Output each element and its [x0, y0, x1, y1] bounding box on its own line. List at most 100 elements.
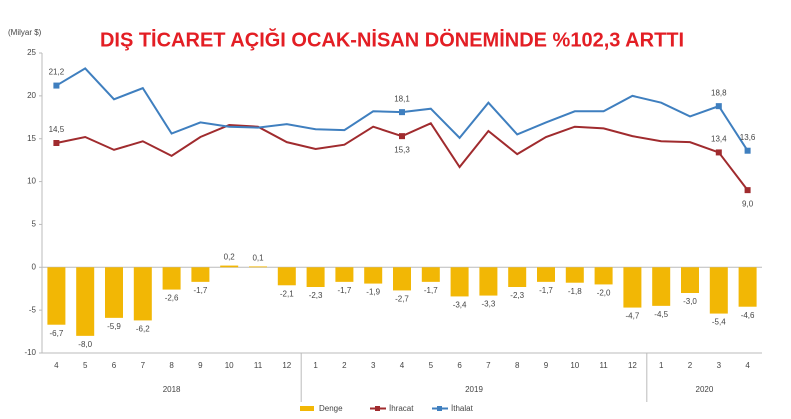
bar-label: -2,1 — [280, 289, 294, 298]
bar — [508, 267, 527, 287]
x-tick-label: 12 — [282, 361, 291, 370]
x-tick-label: 8 — [169, 361, 174, 370]
bar-label: -3,3 — [482, 300, 496, 309]
bar-label: -5,4 — [712, 318, 726, 327]
bar — [133, 267, 152, 321]
marker — [744, 147, 751, 154]
bar-label: -1,7 — [539, 286, 553, 295]
y-tick-label: 25 — [27, 48, 36, 57]
y-axis-label: (Milyar $) — [8, 28, 42, 37]
y-tick-label: -10 — [24, 348, 36, 357]
y-tick-label: -5 — [29, 305, 37, 314]
x-tick-label: 2 — [342, 361, 347, 370]
x-tick-label: 1 — [659, 361, 664, 370]
bar — [249, 266, 267, 268]
bar-label: -3,4 — [453, 301, 467, 310]
bar — [306, 267, 325, 287]
bar — [47, 267, 66, 325]
marker — [399, 109, 405, 116]
bar — [594, 267, 613, 285]
bar — [105, 267, 123, 318]
group-label: 2019 — [465, 385, 483, 394]
y-tick-label: 5 — [32, 220, 37, 229]
line-label: 13,4 — [711, 135, 727, 144]
x-tick-label: 6 — [457, 361, 462, 370]
group-label: 2020 — [696, 385, 714, 394]
bar-label: -1,9 — [366, 288, 380, 297]
marker — [744, 187, 751, 194]
x-tick-label: 10 — [225, 361, 234, 370]
legend-swatch — [375, 406, 380, 411]
bar — [191, 267, 210, 282]
y-tick-label: 20 — [27, 91, 36, 100]
marker — [53, 140, 60, 146]
x-tick-label: 5 — [83, 361, 88, 370]
x-tick-label: 9 — [544, 361, 549, 370]
legend-swatch — [300, 406, 314, 411]
x-tick-label: 4 — [54, 361, 59, 370]
x-tick-label: 3 — [371, 361, 376, 370]
bar-label: -2,3 — [510, 291, 524, 300]
legend-label: İhracat — [389, 404, 414, 413]
bar — [450, 267, 469, 297]
bar — [565, 267, 584, 283]
bar — [709, 267, 728, 314]
bar — [652, 267, 671, 306]
bar-label: -2,6 — [165, 294, 179, 303]
line-label: 13,6 — [740, 133, 756, 142]
marker — [715, 149, 722, 156]
bar — [537, 267, 555, 282]
x-tick-label: 11 — [599, 361, 608, 370]
bar — [738, 267, 757, 307]
x-tick-label: 8 — [515, 361, 520, 370]
bar-label: 0,2 — [224, 253, 236, 262]
bar-label: -1,7 — [194, 286, 208, 295]
legend-swatch — [437, 406, 442, 411]
x-tick-label: 2 — [688, 361, 693, 370]
bar-label: -8,0 — [78, 340, 92, 349]
bar-label: -3,0 — [683, 297, 697, 306]
bar — [220, 265, 239, 268]
bar — [421, 267, 440, 282]
line-label: 18,8 — [711, 88, 727, 97]
x-tick-label: 5 — [429, 361, 434, 370]
bar-label: -2,3 — [309, 291, 323, 300]
bar-label: -6,7 — [50, 329, 64, 338]
bar-label: -2,7 — [395, 295, 409, 304]
bar — [479, 267, 498, 296]
marker — [399, 133, 405, 140]
bar-label: -4,6 — [741, 311, 755, 320]
bar-label: -5,9 — [107, 322, 121, 331]
bar — [393, 267, 411, 291]
x-tick-label: 6 — [112, 361, 117, 370]
line-label: 14,5 — [49, 125, 65, 134]
bar-label: -1,7 — [424, 286, 438, 295]
bar-label: -2,0 — [597, 289, 611, 298]
bar — [335, 267, 354, 282]
bar-label: -6,2 — [136, 325, 150, 334]
chart-title: DIŞ TİCARET AÇIĞI OCAK-NİSAN DÖNEMİNDE %… — [100, 27, 684, 51]
bar-label: -4,7 — [626, 312, 640, 321]
bar — [364, 267, 383, 284]
line-label: 18,1 — [394, 94, 410, 103]
legend-label: Denge — [319, 404, 343, 413]
x-tick-label: 10 — [570, 361, 579, 370]
x-tick-label: 7 — [486, 361, 491, 370]
bar-label: 0,1 — [252, 254, 264, 263]
x-tick-label: 4 — [745, 361, 750, 370]
x-tick-label: 1 — [313, 361, 318, 370]
x-tick-label: 9 — [198, 361, 203, 370]
bar — [681, 267, 699, 293]
bar-label: -1,8 — [568, 287, 582, 296]
bar — [162, 267, 181, 290]
bar — [76, 267, 95, 336]
x-tick-label: 11 — [254, 361, 263, 370]
x-tick-label: 4 — [400, 361, 405, 370]
group-label: 2018 — [163, 385, 181, 394]
line-label: 21,2 — [49, 68, 65, 77]
x-tick-label: 12 — [628, 361, 637, 370]
y-tick-label: 10 — [27, 177, 36, 186]
bar — [277, 267, 296, 286]
legend-label: İthalat — [451, 404, 474, 413]
bar-label: -1,7 — [338, 286, 352, 295]
